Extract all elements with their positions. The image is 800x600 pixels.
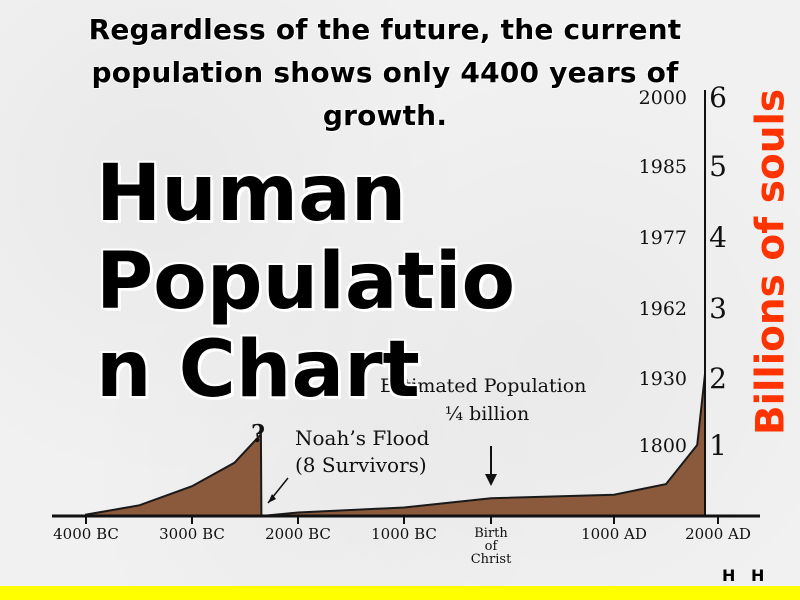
flood-pointer-head: [268, 494, 276, 503]
year-label: 1800: [639, 435, 687, 457]
y-tick-label: 6: [709, 81, 727, 114]
y-axis-label: Billions of souls: [748, 88, 794, 436]
x-tick-label: 1000 BC: [371, 525, 437, 543]
slide-title: Human Populatio n Chart: [96, 149, 516, 415]
x-tick-label: 1000 AD: [581, 525, 647, 543]
x-tick-label: 2000 BC: [265, 525, 331, 543]
year-label: 1977: [639, 227, 687, 249]
estimate-sublabel: ¼ billion: [445, 403, 530, 425]
x-tick-label: 4000 BC: [53, 525, 119, 543]
y-tick-label: 2: [709, 362, 727, 395]
year-label: 1985: [639, 156, 687, 178]
y-tick-label: 5: [709, 150, 727, 183]
x-tick-label: 3000 BC: [159, 525, 225, 543]
y-tick-label: 4: [709, 221, 727, 254]
flood-label: Noah’s Flood: [295, 426, 430, 450]
estimate-label: Estimated Population: [380, 375, 586, 397]
x-tick-label: 2000 AD: [685, 525, 751, 543]
year-label: 1962: [639, 298, 687, 320]
year-label: 2000: [639, 87, 687, 109]
estimate-arrow-head: [485, 474, 497, 486]
slide-subtitle: Regardless of the future, the current po…: [88, 13, 682, 132]
question-mark: ?: [251, 419, 265, 448]
flood-sublabel: (8 Survivors): [295, 453, 427, 477]
y-tick-label: 1: [709, 429, 727, 462]
bottom-accent-bar: [0, 586, 800, 600]
year-label: 1930: [639, 368, 687, 390]
y-tick-label: 3: [709, 292, 727, 325]
footer-mark: H H: [722, 566, 765, 585]
x-tick-label: Birth of Christ: [471, 526, 512, 567]
